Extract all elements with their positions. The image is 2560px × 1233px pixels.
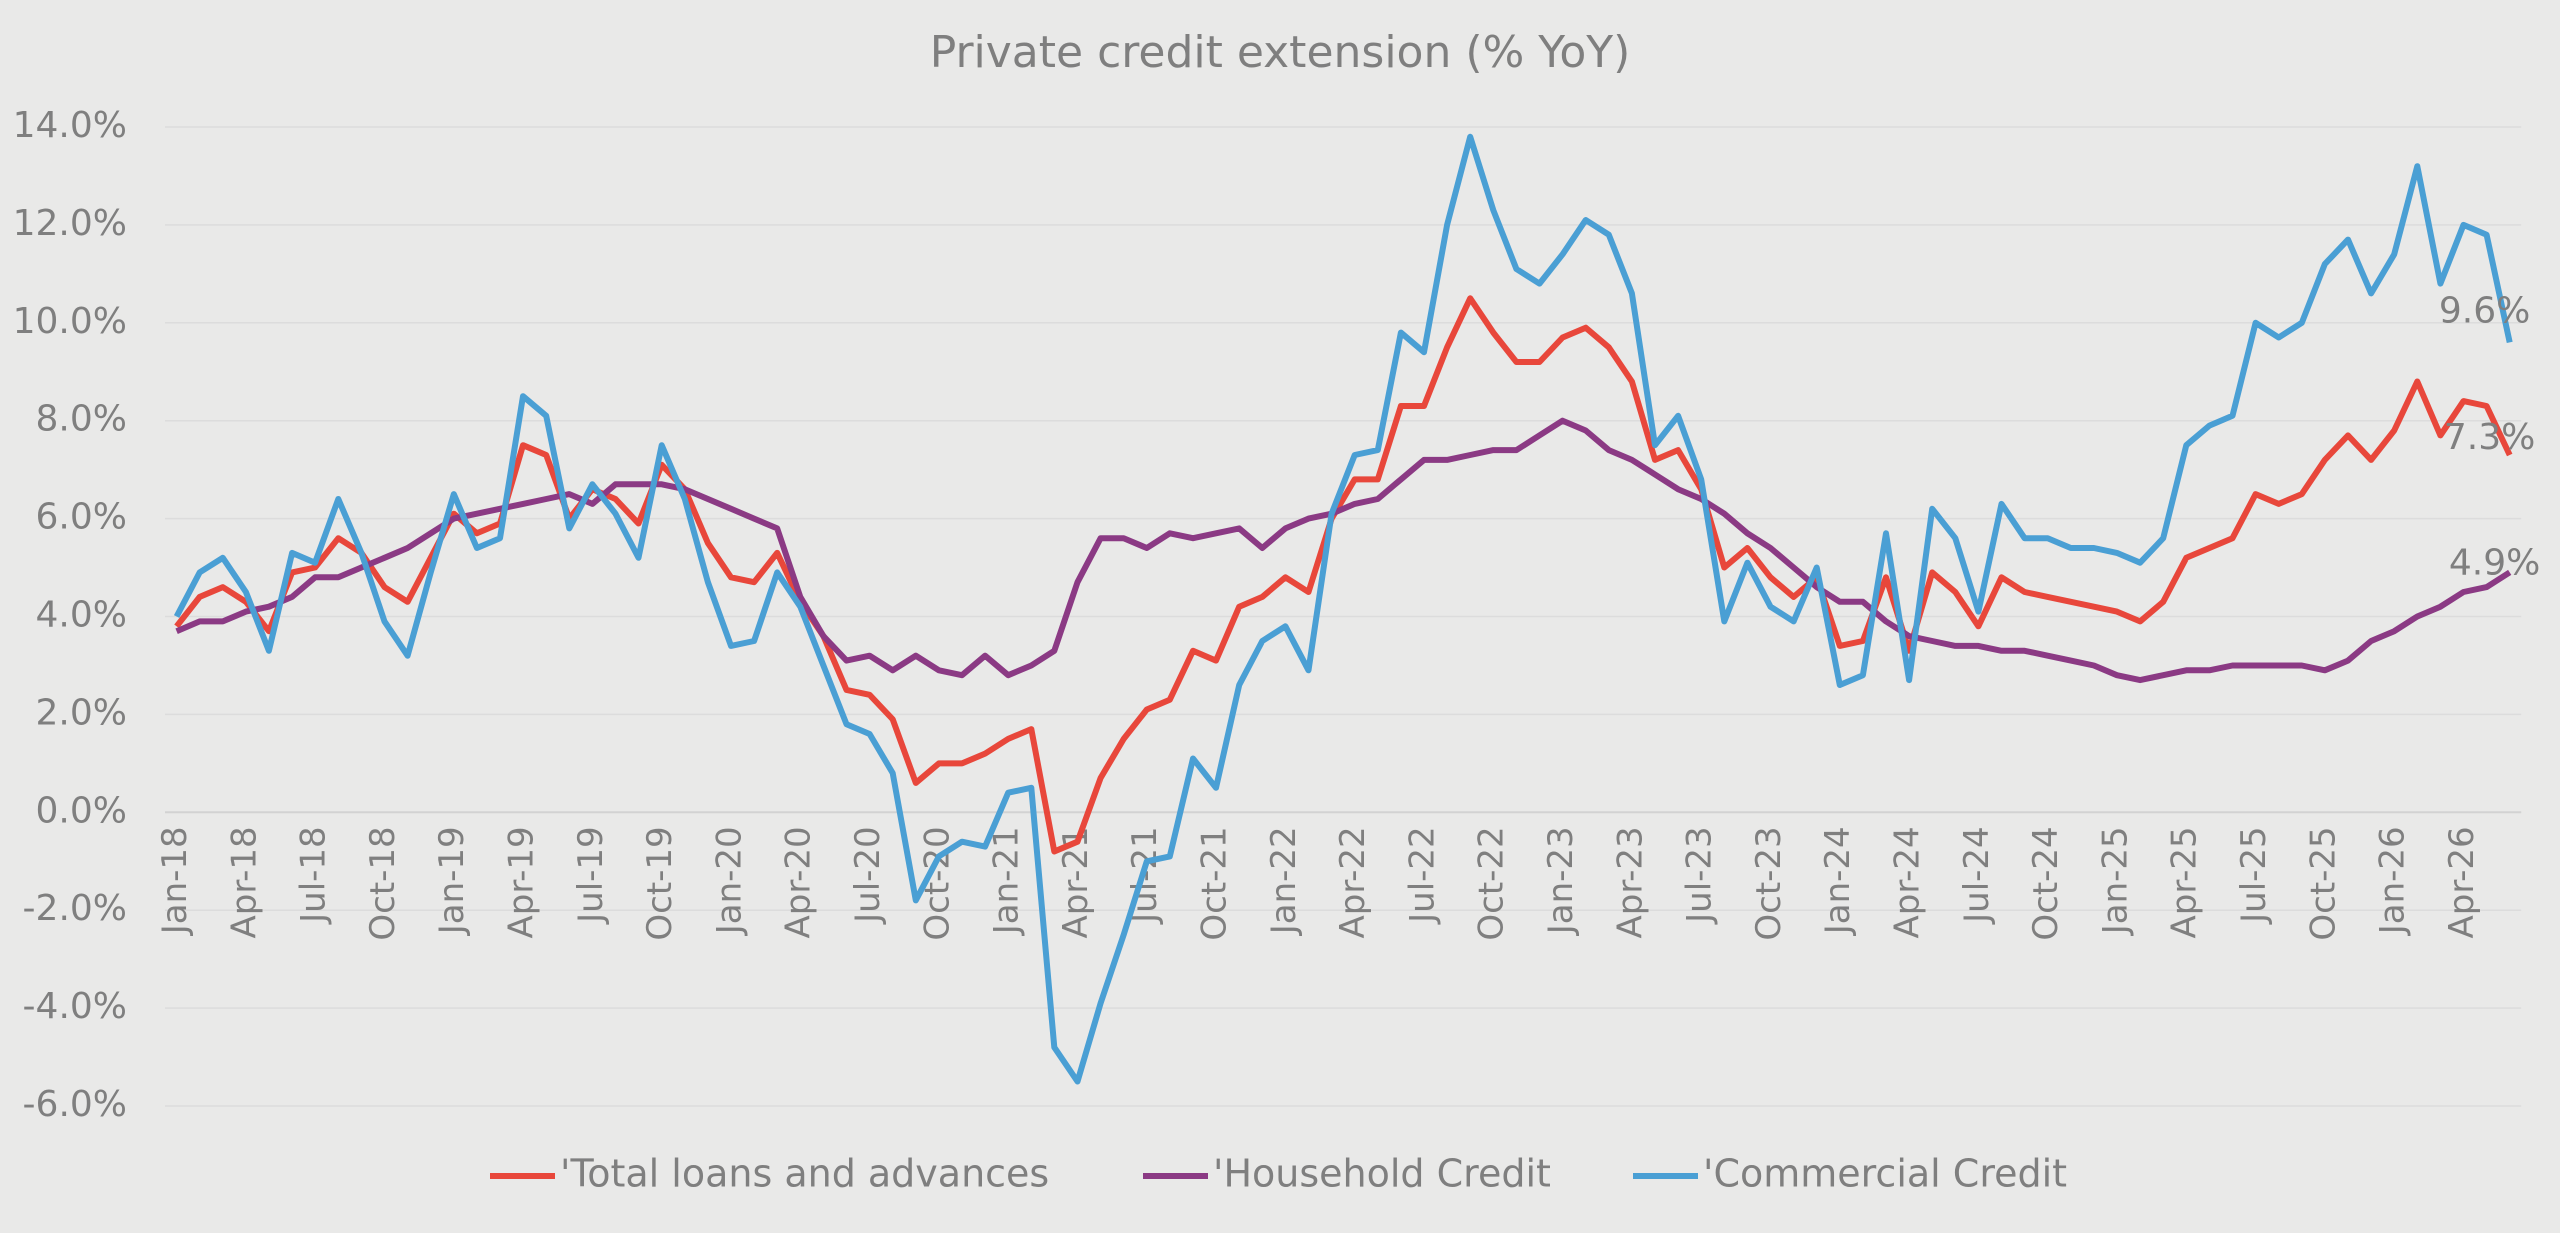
y-tick-label: -6.0% [23,1084,127,1125]
y-tick-label: 12.0% [13,203,127,244]
y-tick-label: 4.0% [36,595,127,636]
x-tick-label: Oct-24 [2026,826,2066,940]
x-tick-label: Jul-18 [294,826,334,925]
data-label: 4.9% [2449,542,2540,583]
y-tick-label: -2.0% [23,888,127,929]
x-tick-label: Jan-25 [2095,826,2135,936]
y-tick-label: 10.0% [13,301,127,342]
x-tick-label: Jul-23 [1680,826,1720,925]
x-tick-label: Jan-26 [2373,826,2413,936]
legend-label: 'Commercial Credit [1703,1152,2067,1196]
y-tick-label: 14.0% [13,105,127,146]
x-tick-label: Oct-18 [363,826,403,940]
x-tick-label: Apr-26 [2442,826,2482,938]
x-tick-label: Jul-22 [1402,826,1442,925]
x-tick-label: Jan-23 [1541,826,1581,936]
data-label: 7.3% [2444,417,2535,458]
legend-label: 'Household Credit [1213,1152,1551,1196]
x-tick-label: Apr-24 [1888,826,1928,938]
x-tick-label: Jul-19 [571,826,611,925]
x-tick-label: Jan-19 [432,826,472,936]
x-tick-label: Jan-21 [987,826,1027,936]
x-tick-label: Jul-25 [2234,826,2274,925]
x-tick-label: Apr-19 [502,826,542,938]
y-tick-label: -4.0% [23,986,127,1027]
data-label: 9.6% [2439,290,2530,331]
x-tick-label: Oct-19 [640,826,680,940]
x-tick-label: Apr-20 [779,826,819,938]
x-tick-label: Oct-21 [1195,826,1235,940]
y-tick-label: 0.0% [36,790,127,831]
x-tick-label: Apr-25 [2165,826,2205,938]
x-tick-label: Jan-22 [1264,826,1304,936]
x-tick-label: Jan-18 [155,826,195,936]
x-tick-label: Oct-25 [2303,826,2343,940]
x-tick-label: Oct-22 [1472,826,1512,940]
x-tick-label: Jan-24 [1818,826,1858,936]
chart-title: Private credit extension (% YoY) [930,27,1631,78]
x-tick-label: Jan-20 [709,826,749,936]
y-tick-label: 6.0% [36,497,127,538]
x-tick-label: Jul-20 [848,826,888,925]
x-tick-label: Oct-23 [1749,826,1789,940]
series-line [173,133,2513,1085]
y-tick-label: 2.0% [36,692,127,733]
x-tick-label: Apr-23 [1610,826,1650,938]
x-tick-label: Apr-18 [224,826,264,938]
legend-label: 'Total loans and advances [560,1152,1049,1196]
x-tick-label: Jul-24 [1957,826,1997,925]
y-tick-label: 8.0% [36,399,127,440]
x-tick-label: Apr-22 [1333,826,1373,938]
